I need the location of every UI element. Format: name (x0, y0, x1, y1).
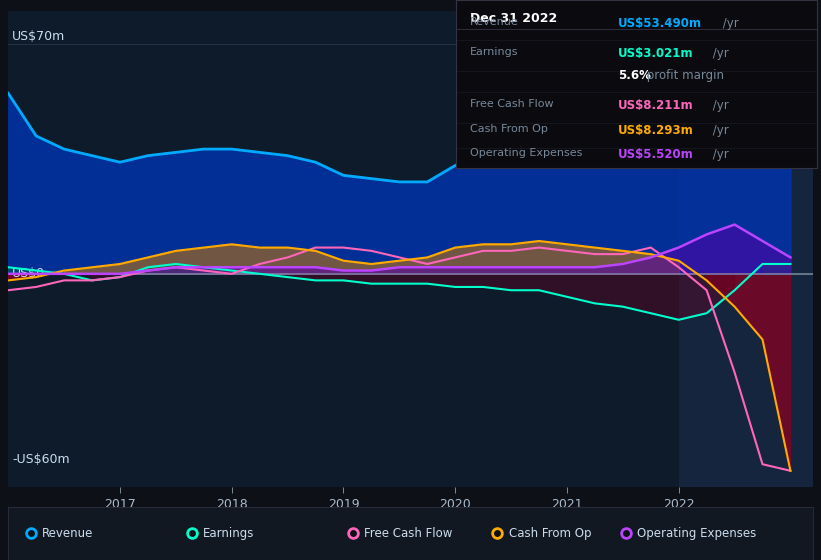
Text: 5.6%: 5.6% (618, 69, 651, 82)
Text: Earnings: Earnings (470, 47, 519, 57)
Text: /yr: /yr (709, 47, 729, 60)
Text: US$8.293m: US$8.293m (618, 124, 694, 137)
Text: US$53.490m: US$53.490m (618, 17, 702, 30)
Text: Earnings: Earnings (203, 527, 255, 540)
Text: Free Cash Flow: Free Cash Flow (364, 527, 452, 540)
Text: US$8.211m: US$8.211m (618, 99, 694, 112)
Text: /yr: /yr (709, 99, 729, 112)
Text: Dec 31 2022: Dec 31 2022 (470, 12, 557, 25)
Text: Revenue: Revenue (42, 527, 94, 540)
Text: Free Cash Flow: Free Cash Flow (470, 99, 553, 109)
Text: -US$60m: -US$60m (12, 453, 70, 466)
Text: profit margin: profit margin (644, 69, 724, 82)
Text: US$5.520m: US$5.520m (618, 148, 694, 161)
Text: /yr: /yr (709, 148, 729, 161)
Text: /yr: /yr (709, 124, 729, 137)
Text: US$0: US$0 (12, 267, 45, 281)
Text: /yr: /yr (719, 17, 739, 30)
Text: Operating Expenses: Operating Expenses (637, 527, 757, 540)
Text: US$3.021m: US$3.021m (618, 47, 694, 60)
Text: Revenue: Revenue (470, 17, 519, 27)
Text: Cash From Op: Cash From Op (509, 527, 591, 540)
Text: US$70m: US$70m (12, 30, 66, 43)
Text: Operating Expenses: Operating Expenses (470, 148, 582, 158)
Bar (679, 11, 813, 487)
Text: Cash From Op: Cash From Op (470, 124, 548, 134)
